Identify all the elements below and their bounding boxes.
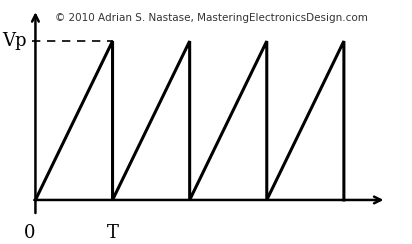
Text: 0: 0 [23, 224, 35, 242]
Text: © 2010 Adrian S. Nastase, MasteringElectronicsDesign.com: © 2010 Adrian S. Nastase, MasteringElect… [55, 12, 368, 22]
Text: Vp: Vp [2, 32, 26, 50]
Text: T: T [107, 224, 119, 242]
